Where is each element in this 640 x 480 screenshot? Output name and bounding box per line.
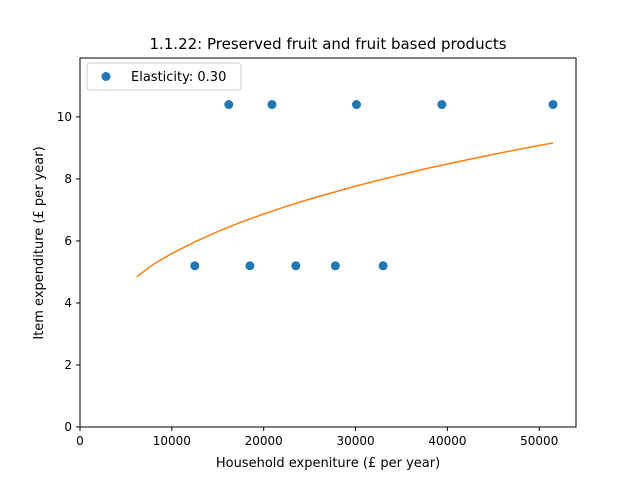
legend-box — [86, 62, 242, 91]
data-point — [267, 100, 277, 110]
x-tick-label: 0 — [76, 434, 84, 448]
x-tick-label: 30000 — [336, 434, 374, 448]
axes-frame — [79, 57, 577, 428]
y-axis-label: Item expenditure (£ per year) — [32, 146, 47, 339]
x-tick-label: 10000 — [153, 434, 191, 448]
x-axis-label: Household expeniture (£ per year) — [216, 456, 440, 471]
data-point — [351, 100, 361, 110]
y-tick-label: 10 — [57, 110, 72, 124]
x-axis-ticks: 0 10000 20000 30000 40000 50000 — [76, 427, 558, 448]
data-point — [378, 261, 388, 271]
data-point — [548, 100, 558, 110]
legend-label: Elasticity: 0.30 — [131, 70, 226, 85]
data-point — [291, 261, 301, 271]
y-axis-ticks: 0 2 4 6 8 10 — [57, 110, 80, 434]
legend-marker — [101, 72, 111, 81]
x-tick-label: 20000 — [245, 434, 283, 448]
data-point — [330, 261, 340, 271]
data-point — [245, 261, 255, 271]
data-point — [190, 261, 200, 271]
x-tick-label: 40000 — [428, 434, 466, 448]
y-tick-label: 8 — [64, 172, 72, 186]
plot-area — [136, 100, 558, 278]
legend: Elasticity: 0.30 — [86, 62, 242, 91]
x-tick-label: 50000 — [520, 434, 558, 448]
fit-curve — [136, 142, 554, 278]
y-tick-label: 6 — [64, 234, 72, 248]
chart-title: 1.1.22: Preserved fruit and fruit based … — [149, 35, 506, 53]
data-point — [437, 100, 447, 110]
y-tick-label: 4 — [64, 296, 72, 310]
y-tick-label: 2 — [64, 358, 72, 372]
y-tick-label: 0 — [64, 420, 72, 434]
data-point — [224, 100, 234, 110]
